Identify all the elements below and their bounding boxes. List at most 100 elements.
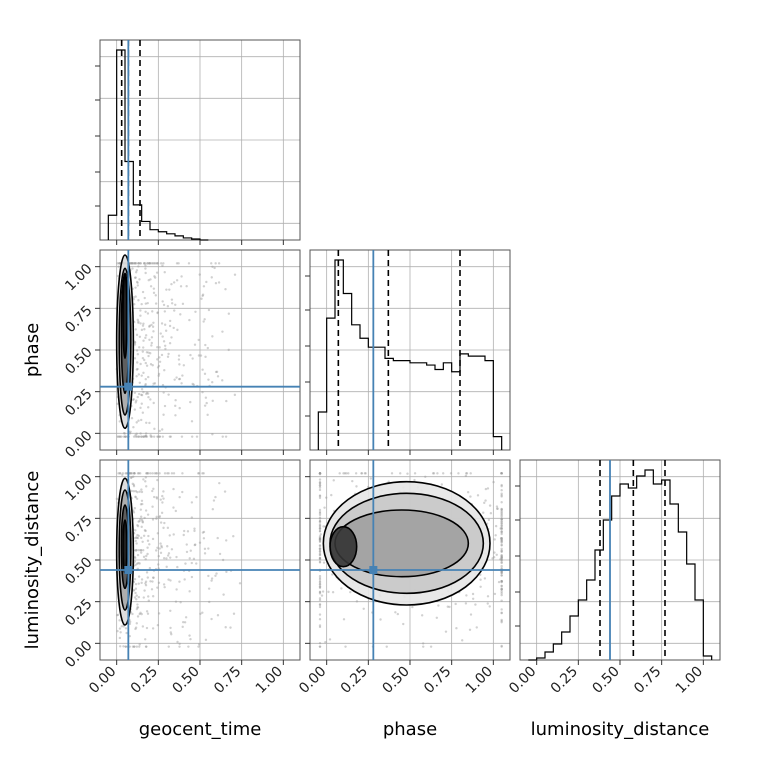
sample-point xyxy=(142,534,146,537)
sample-point xyxy=(318,645,322,648)
sample-point xyxy=(190,501,194,504)
sample-point xyxy=(161,264,164,267)
sample-point xyxy=(224,626,227,629)
sample-point xyxy=(129,472,132,475)
sample-point xyxy=(211,433,214,436)
sample-point xyxy=(163,521,166,525)
sample-point xyxy=(133,645,136,648)
sample-point xyxy=(318,550,322,553)
sample-point xyxy=(134,539,138,543)
sample-point xyxy=(318,590,322,594)
sample-point xyxy=(156,311,159,314)
sample-point xyxy=(168,288,171,291)
sample-point xyxy=(182,364,186,367)
sample-point xyxy=(499,558,502,561)
sample-point xyxy=(188,318,191,322)
sample-point xyxy=(500,592,503,595)
sample-point xyxy=(148,338,151,341)
sample-point xyxy=(167,352,170,356)
sample-point xyxy=(150,344,153,347)
sample-point xyxy=(143,296,146,300)
sample-point xyxy=(163,368,166,372)
sample-point xyxy=(139,518,142,521)
sample-point xyxy=(141,411,145,414)
sample-point xyxy=(128,622,132,626)
sample-point xyxy=(500,513,503,517)
sample-point xyxy=(137,582,140,585)
sample-point xyxy=(135,421,138,424)
sample-point xyxy=(500,508,503,511)
sample-point xyxy=(153,472,157,475)
sample-point xyxy=(495,505,499,508)
sample-point xyxy=(500,645,503,648)
sample-point xyxy=(118,420,121,423)
sample-point xyxy=(134,328,137,331)
sample-point xyxy=(206,346,210,350)
sample-point xyxy=(500,540,503,543)
sample-point xyxy=(187,262,191,265)
sample-point xyxy=(161,494,164,498)
sample-point xyxy=(318,557,322,560)
y-tick-label: 0.00 xyxy=(62,638,95,671)
sample-point xyxy=(214,370,218,374)
sample-point xyxy=(432,472,436,475)
sample-point xyxy=(155,262,159,265)
sample-point xyxy=(319,533,322,536)
sample-point xyxy=(499,537,503,540)
sample-point xyxy=(318,537,322,541)
sample-point xyxy=(170,548,174,551)
sample-point xyxy=(321,590,325,593)
sample-point xyxy=(318,582,322,586)
sample-point xyxy=(145,571,149,574)
y-axis-label-luminosity_distance: luminosity_distance xyxy=(22,471,43,650)
sample-point xyxy=(500,588,503,591)
sample-point xyxy=(500,571,503,574)
sample-point xyxy=(147,472,150,475)
sample-point xyxy=(193,529,196,533)
sample-point xyxy=(483,501,486,505)
sample-point xyxy=(225,399,228,403)
sample-point xyxy=(140,402,143,405)
sample-point xyxy=(151,364,154,367)
sample-point xyxy=(214,262,217,265)
sample-point xyxy=(318,539,322,542)
sample-point xyxy=(144,334,148,337)
sample-point xyxy=(149,278,152,281)
sample-point xyxy=(207,574,210,578)
sample-point xyxy=(167,393,170,396)
sample-point xyxy=(202,320,205,323)
sample-point xyxy=(233,273,237,276)
sample-point xyxy=(342,618,346,621)
sample-point xyxy=(144,432,148,435)
sample-point xyxy=(116,613,120,617)
x-tick-label: 0.25 xyxy=(338,664,371,697)
sample-point xyxy=(143,589,146,592)
sample-point xyxy=(202,537,206,540)
sample-point xyxy=(162,262,165,265)
sample-point xyxy=(151,262,155,265)
sample-point xyxy=(318,591,322,594)
sample-point xyxy=(210,579,213,582)
sample-point xyxy=(148,325,151,328)
sample-point xyxy=(138,612,141,616)
sample-point xyxy=(164,347,167,351)
sample-point xyxy=(145,485,148,488)
contour-level-4 xyxy=(122,519,128,575)
sample-point xyxy=(118,435,121,438)
sample-point xyxy=(134,276,137,279)
sample-point xyxy=(489,512,493,515)
sample-point xyxy=(466,491,470,494)
sample-point xyxy=(118,472,122,475)
sample-point xyxy=(500,485,503,488)
sample-point xyxy=(132,589,135,592)
sample-point xyxy=(500,501,503,504)
sample-point xyxy=(137,534,141,538)
sample-point xyxy=(189,400,192,404)
sample-point xyxy=(491,557,494,560)
sample-point xyxy=(181,472,184,475)
sample-point xyxy=(157,554,160,558)
sample-point xyxy=(116,435,119,438)
sample-point xyxy=(142,262,146,265)
sample-point xyxy=(133,357,137,360)
sample-point xyxy=(148,262,152,265)
